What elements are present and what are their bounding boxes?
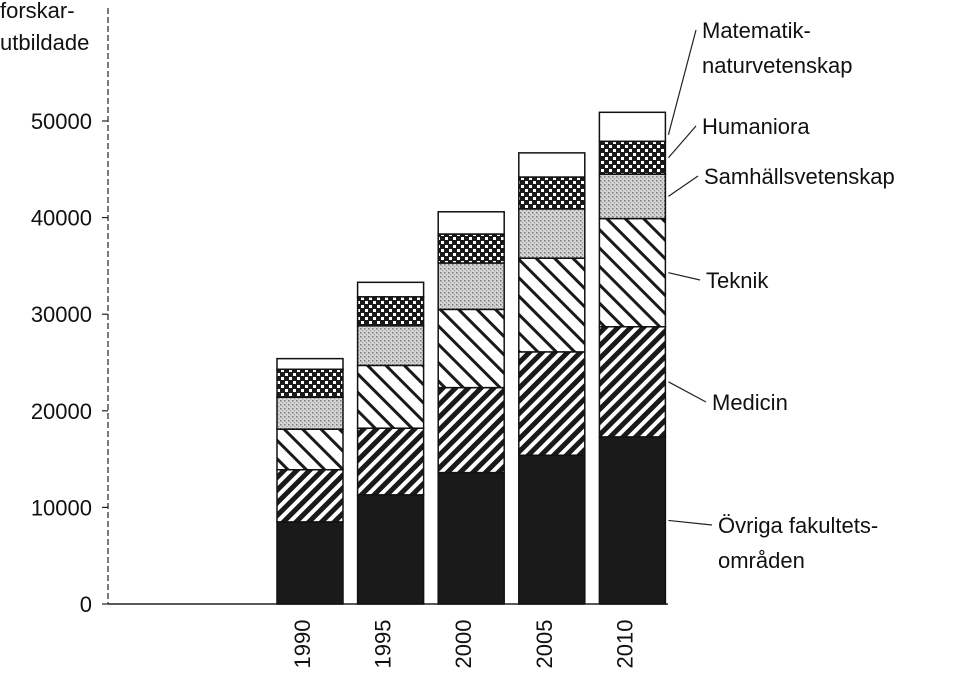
bar-segment [356, 364, 425, 429]
bar-segment [518, 257, 586, 353]
leader-line [668, 381, 707, 403]
x-tick-label: 1995 [371, 620, 396, 669]
bar-segment [356, 427, 425, 496]
legend-label: Humaniora [702, 114, 810, 139]
bar-segment [437, 211, 505, 235]
bar-segment [437, 262, 505, 311]
bar-segment [276, 357, 344, 371]
bar-segment [276, 521, 344, 605]
bar-segment [598, 140, 667, 175]
bar-segment [598, 173, 667, 220]
bar-segment [276, 396, 344, 430]
bar-segment [276, 428, 344, 471]
bar-segment [356, 281, 425, 298]
bar-segment [276, 368, 344, 399]
bar-segment [518, 208, 586, 259]
legend-label: Medicin [712, 390, 788, 415]
bar-segment [518, 454, 586, 605]
leader-line [668, 272, 701, 281]
bar-segment [356, 296, 425, 327]
y-tick-label: 30000 [31, 302, 92, 327]
legend-label: Teknik [706, 268, 769, 293]
y-axis-label: utbildade [0, 30, 89, 55]
y-tick-label: 10000 [31, 495, 92, 520]
y-axis-label: forskar- [0, 0, 75, 23]
x-tick-label: 2005 [532, 620, 557, 669]
leader-line [668, 175, 699, 197]
bar-segment [356, 494, 425, 605]
x-tick-label: 2000 [451, 620, 476, 669]
bar-segment [598, 217, 667, 328]
legend-label: Samhällsvetenskap [704, 164, 895, 189]
bar-segment [437, 308, 505, 389]
bar-segment [437, 386, 505, 474]
bar-segment [518, 152, 586, 178]
bar-segment [356, 325, 425, 367]
bar-segment [518, 351, 586, 456]
bar-segment [598, 436, 667, 605]
leader-line [668, 519, 713, 526]
bar-segment [518, 176, 586, 210]
y-tick-label: 50000 [31, 109, 92, 134]
leader-line [667, 125, 697, 159]
y-tick-label: 0 [80, 592, 92, 617]
bar-segment [598, 326, 667, 438]
bar-segment [437, 233, 505, 264]
bar-segment [276, 468, 344, 523]
legend-label: Matematik-naturvetenskap [702, 18, 852, 78]
y-tick-label: 20000 [31, 399, 92, 424]
bar-segment [598, 111, 667, 143]
y-tick-label: 40000 [31, 206, 92, 231]
legend-label: Övriga fakultets-områden [718, 513, 878, 573]
x-tick-label: 2010 [612, 620, 637, 669]
bar-segment [437, 471, 505, 605]
x-tick-label: 1990 [290, 620, 315, 669]
leader-line [667, 29, 697, 135]
